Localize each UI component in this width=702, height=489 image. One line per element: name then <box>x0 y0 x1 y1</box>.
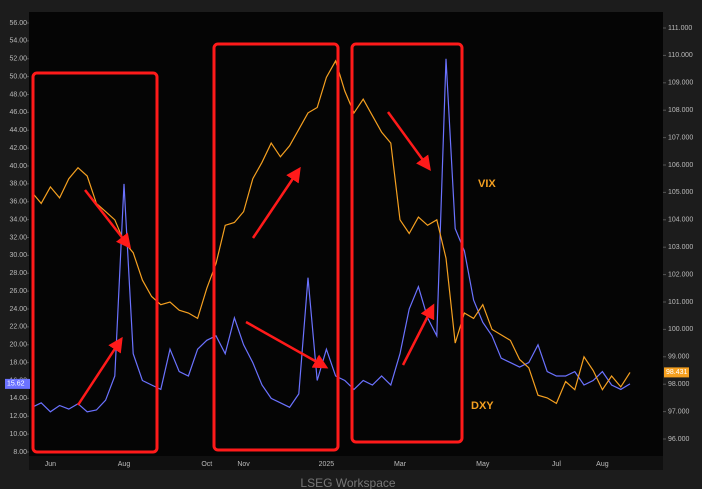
y2-tick-label: 109.000 <box>668 80 693 87</box>
arrow <box>401 303 435 366</box>
highlight-box <box>31 71 159 454</box>
y2-tick-label: 111.000 <box>668 25 692 32</box>
arrow <box>386 111 431 172</box>
y-tick-label: 14.00 <box>9 395 27 402</box>
plot: 8.0010.0012.0014.0016.0018.0020.0022.002… <box>5 20 693 468</box>
arrow <box>245 320 329 369</box>
y-tick-label: 40.00 <box>9 163 27 170</box>
y2-tick-label: 103.000 <box>668 244 693 251</box>
series-line <box>31 58 631 413</box>
y-tick-label: 18.00 <box>9 359 27 366</box>
y-tick-label: 42.00 <box>9 145 27 152</box>
plot-area <box>29 12 663 456</box>
x-tick-label: 2025 <box>319 461 335 468</box>
x-tick-label: Aug <box>596 461 609 468</box>
y-tick-label: 44.00 <box>9 127 27 134</box>
highlight-box <box>350 42 464 444</box>
y2-tick-label: 97.000 <box>668 408 690 415</box>
y-tick-label: 36.00 <box>9 199 27 206</box>
y-tick-label: 46.00 <box>9 109 27 116</box>
y-tick-label: 34.00 <box>9 216 27 223</box>
x-tick-label: Nov <box>237 461 250 468</box>
y-tick-label: 10.00 <box>9 431 27 438</box>
y2-tick-label: 102.000 <box>668 271 693 278</box>
y2-tick-label: 98.000 <box>668 381 690 388</box>
y2-tick-label: 101.000 <box>668 299 693 306</box>
arrow <box>84 189 132 249</box>
series-label: VIX <box>478 178 496 190</box>
y2-tick-label: 100.000 <box>668 326 693 333</box>
y2-tick-label: 105.000 <box>668 189 693 196</box>
last-value-badge <box>664 367 689 378</box>
y2-tick-label: 96.000 <box>668 436 690 443</box>
y-tick-label: 20.00 <box>9 342 27 349</box>
y-tick-label: 48.00 <box>9 91 27 98</box>
last-value-label: 98.431 <box>666 369 688 376</box>
y-tick-label: 54.00 <box>9 38 27 45</box>
y2-tick-label: 99.000 <box>668 354 690 361</box>
y2-tick-label: 108.000 <box>668 107 693 114</box>
y2-tick-label: 106.000 <box>668 162 693 169</box>
series-line <box>31 59 631 405</box>
last-value-badge <box>5 378 30 389</box>
y-tick-label: 28.00 <box>9 270 27 277</box>
y-tick-label: 26.00 <box>9 288 27 295</box>
x-tick-label: May <box>476 461 490 468</box>
arrow <box>76 336 123 406</box>
series-label: DXY <box>471 400 494 412</box>
y2-tick-label: 107.000 <box>668 134 693 141</box>
y2-tick-label: 104.000 <box>668 217 693 224</box>
y-tick-label: 8.00 <box>13 449 27 456</box>
x-tick-label: Oct <box>201 461 212 468</box>
x-tick-label: Aug <box>118 461 131 468</box>
y-tick-label: 22.00 <box>9 324 27 331</box>
x-axis-strip <box>29 456 663 470</box>
x-tick-label: Jun <box>45 461 56 468</box>
y-tick-label: 12.00 <box>9 413 27 420</box>
last-value-label: 15.62 <box>7 381 25 388</box>
y-tick-label: 38.00 <box>9 181 27 188</box>
y-tick-label: 30.00 <box>9 252 27 259</box>
annotation-shapes <box>31 42 464 454</box>
footer: LSEG Workspace <box>300 476 395 489</box>
y-tick-label: 52.00 <box>9 56 27 63</box>
x-tick-label: Mar <box>394 461 407 468</box>
y-tick-label: 50.00 <box>9 73 27 80</box>
y-tick-label: 56.00 <box>9 20 27 27</box>
y-tick-label: 24.00 <box>9 306 27 313</box>
x-tick-label: Jul <box>552 461 561 468</box>
y-tick-label: 32.00 <box>9 234 27 241</box>
y2-tick-label: 110.000 <box>668 52 693 59</box>
arrow <box>251 166 301 239</box>
highlight-box <box>212 42 340 452</box>
